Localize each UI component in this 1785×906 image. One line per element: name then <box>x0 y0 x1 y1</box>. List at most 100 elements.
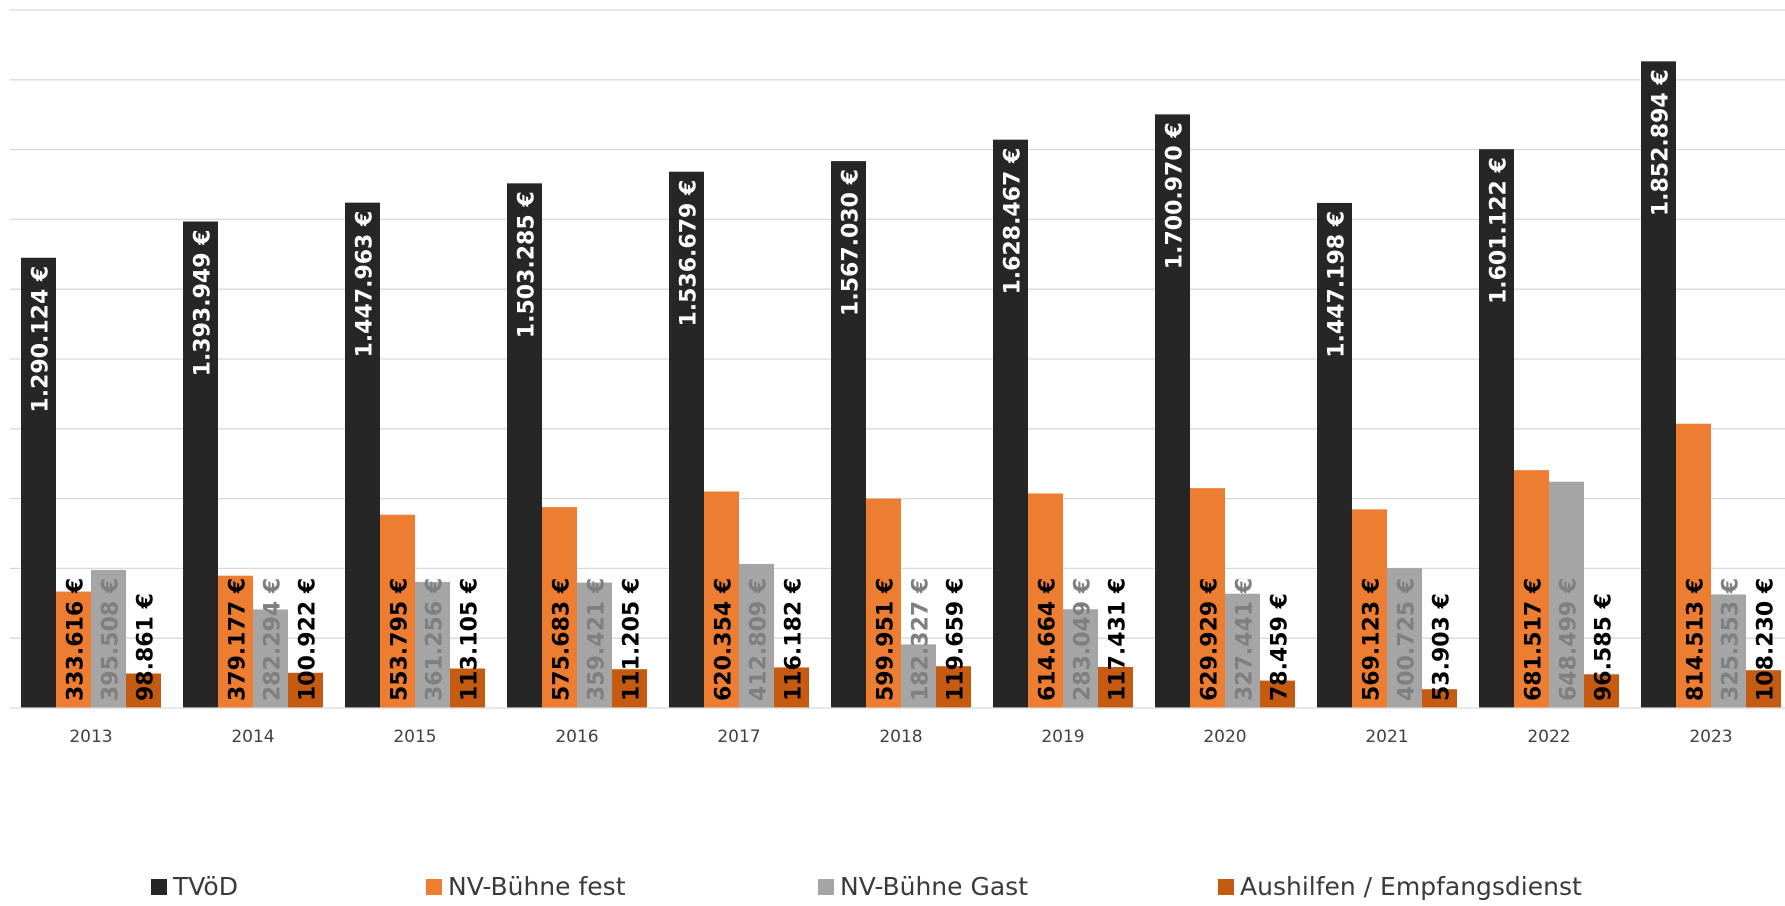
data-label-2021-s2: 400.725 € <box>1395 578 1420 701</box>
data-label-2019-s0: 1.628.467 € <box>1001 148 1026 295</box>
data-label-2014-s1: 379.177 € <box>226 578 251 701</box>
data-label-2022-s2: 648.499 € <box>1557 578 1582 701</box>
data-label-2016-s3: 111.205 € <box>620 578 645 701</box>
bar-2023-s3 <box>1746 670 1781 708</box>
bar-2019-s1 <box>1028 493 1063 708</box>
bar-2021-s3 <box>1422 689 1457 708</box>
data-label-2014-s0: 1.393.949 € <box>191 230 216 377</box>
data-label-2021-s1: 569.123 € <box>1360 578 1385 701</box>
bar-2016-s1 <box>542 507 577 708</box>
x-tick-label-2013: 2013 <box>69 727 112 747</box>
data-label-2023-s0: 1.852.894 € <box>1649 69 1674 216</box>
bar-2015-s1 <box>380 514 415 708</box>
legend-item-aushilfen: Aushilfen / Empfangsdienst <box>1218 872 1582 901</box>
x-tick-label-2018: 2018 <box>879 727 922 747</box>
bar-2022-s0 <box>1479 149 1514 708</box>
legend-item-nv-buehne-gast: NV-Bühne Gast <box>818 872 1028 901</box>
bar-2019-s3 <box>1098 667 1133 708</box>
data-label-2016-s1: 575.683 € <box>550 578 575 701</box>
bar-2013-s1 <box>56 591 91 708</box>
bar-2022-s1 <box>1514 470 1549 708</box>
bar-2016-s0 <box>507 183 542 709</box>
data-label-2013-s2: 395.508 € <box>99 578 124 701</box>
data-label-2018-s2: 182.327 € <box>909 578 934 701</box>
x-tick-label-2014: 2014 <box>231 727 274 747</box>
bar-2017-s2 <box>739 563 774 708</box>
bar-chart-plot: 1.290.124 € 1.393.949 € 1.447.963 € 1.503.2… <box>10 9 1785 747</box>
bar-2021-s0 <box>1317 202 1352 708</box>
bar-2015-s3 <box>450 668 485 708</box>
data-label-2020-s3: 78.459 € <box>1268 593 1293 701</box>
legend-item-nv-buehne-fest: NV-Bühne fest <box>426 872 626 901</box>
data-label-2013-s1: 333.616 € <box>64 578 89 701</box>
bar-2021-s2 <box>1387 568 1422 708</box>
legend-swatch-aushilfen <box>1218 878 1234 895</box>
x-tick-label-2021: 2021 <box>1365 727 1408 747</box>
bar-2020-s0 <box>1155 114 1190 709</box>
legend-swatch-nv-buehne-fest <box>426 878 442 895</box>
bar-2017-s0 <box>669 171 704 708</box>
data-label-2021-s3: 53.903 € <box>1430 593 1455 701</box>
bar-2018-s1 <box>866 498 901 708</box>
bar-2015-s2 <box>415 581 450 708</box>
data-label-2020-s1: 629.929 € <box>1198 578 1223 701</box>
legend-label-nv-buehne-gast: NV-Bühne Gast <box>840 872 1029 901</box>
bar-2020-s2 <box>1225 593 1260 708</box>
data-label-2018-s1: 599.951 € <box>874 578 899 701</box>
data-label-2020-s2: 327.441 € <box>1233 578 1258 701</box>
legend-label-nv-buehne-fest: NV-Bühne fest <box>448 872 626 901</box>
legend-label-tvod: TVöD <box>173 872 238 901</box>
bar-2020-s3 <box>1260 680 1295 708</box>
bar-2021-s1 <box>1352 509 1387 708</box>
legend-item-tvod: TVöD <box>151 872 238 901</box>
legend-label-aushilfen: Aushilfen / Empfangsdienst <box>1240 872 1582 901</box>
data-label-2019-s3: 117.431 € <box>1106 578 1131 701</box>
bar-2019-s2 <box>1063 609 1098 708</box>
x-tick-label-2020: 2020 <box>1203 727 1246 747</box>
bar-2016-s3 <box>612 669 647 708</box>
bar-2017-s3 <box>774 667 809 708</box>
bar-2018-s0 <box>831 161 866 708</box>
bar-2014-s2 <box>253 609 288 708</box>
data-label-2013-s3: 98.861 € <box>134 593 159 701</box>
x-tick-label-2022: 2022 <box>1527 727 1570 747</box>
data-label-2017-s1: 620.354 € <box>712 578 737 701</box>
data-label-2017-s2: 412.809 € <box>747 578 772 701</box>
data-label-2018-s0: 1.567.030 € <box>839 169 864 316</box>
bar-2016-s2 <box>577 582 612 708</box>
data-label-2014-s2: 282.294 € <box>261 578 286 701</box>
bar-2013-s3 <box>126 673 161 708</box>
data-label-2013-s0: 1.290.124 € <box>29 266 54 413</box>
legend-swatch-tvod <box>151 878 167 895</box>
data-label-2019-s2: 283.049 € <box>1071 578 1096 701</box>
x-tick-label-2017: 2017 <box>717 727 760 747</box>
data-label-2023-s2: 325.353 € <box>1719 578 1744 701</box>
bar-2023-s0 <box>1641 61 1676 709</box>
data-label-2017-s0: 1.536.679 € <box>677 180 702 327</box>
data-label-2022-s0: 1.601.122 € <box>1487 157 1512 304</box>
bar-2017-s1 <box>704 491 739 708</box>
bar-2022-s2 <box>1549 481 1584 708</box>
bar-2014-s1 <box>218 575 253 708</box>
legend: TVöD NV-Bühne fest NV-Bühne Gast Aushilf… <box>0 868 1785 904</box>
data-label-2021-s0: 1.447.198 € <box>1325 211 1350 358</box>
x-tick-label-2019: 2019 <box>1041 727 1084 747</box>
data-label-2023-s3: 108.230 € <box>1754 578 1779 701</box>
data-label-2016-s2: 359.421 € <box>585 578 610 701</box>
bar-2023-s2 <box>1711 594 1746 708</box>
bar-2022-s3 <box>1584 674 1619 708</box>
x-tick-label-2015: 2015 <box>393 727 436 747</box>
bar-2019-s0 <box>993 139 1028 708</box>
bar-2013-s0 <box>21 257 56 708</box>
data-label-2017-s3: 116.182 € <box>782 578 807 701</box>
data-label-2022-s3: 96.585 € <box>1592 593 1617 701</box>
bar-2015-s0 <box>345 202 380 708</box>
x-tick-label-2023: 2023 <box>1689 727 1732 747</box>
x-tick-label-2016: 2016 <box>555 727 598 747</box>
data-label-2019-s1: 614.664 € <box>1036 578 1061 701</box>
data-label-2014-s3: 100.922 € <box>296 578 321 701</box>
bar-2018-s2 <box>901 644 936 708</box>
legend-swatch-nv-buehne-gast <box>818 878 834 895</box>
data-label-2020-s0: 1.700.970 € <box>1163 122 1188 269</box>
